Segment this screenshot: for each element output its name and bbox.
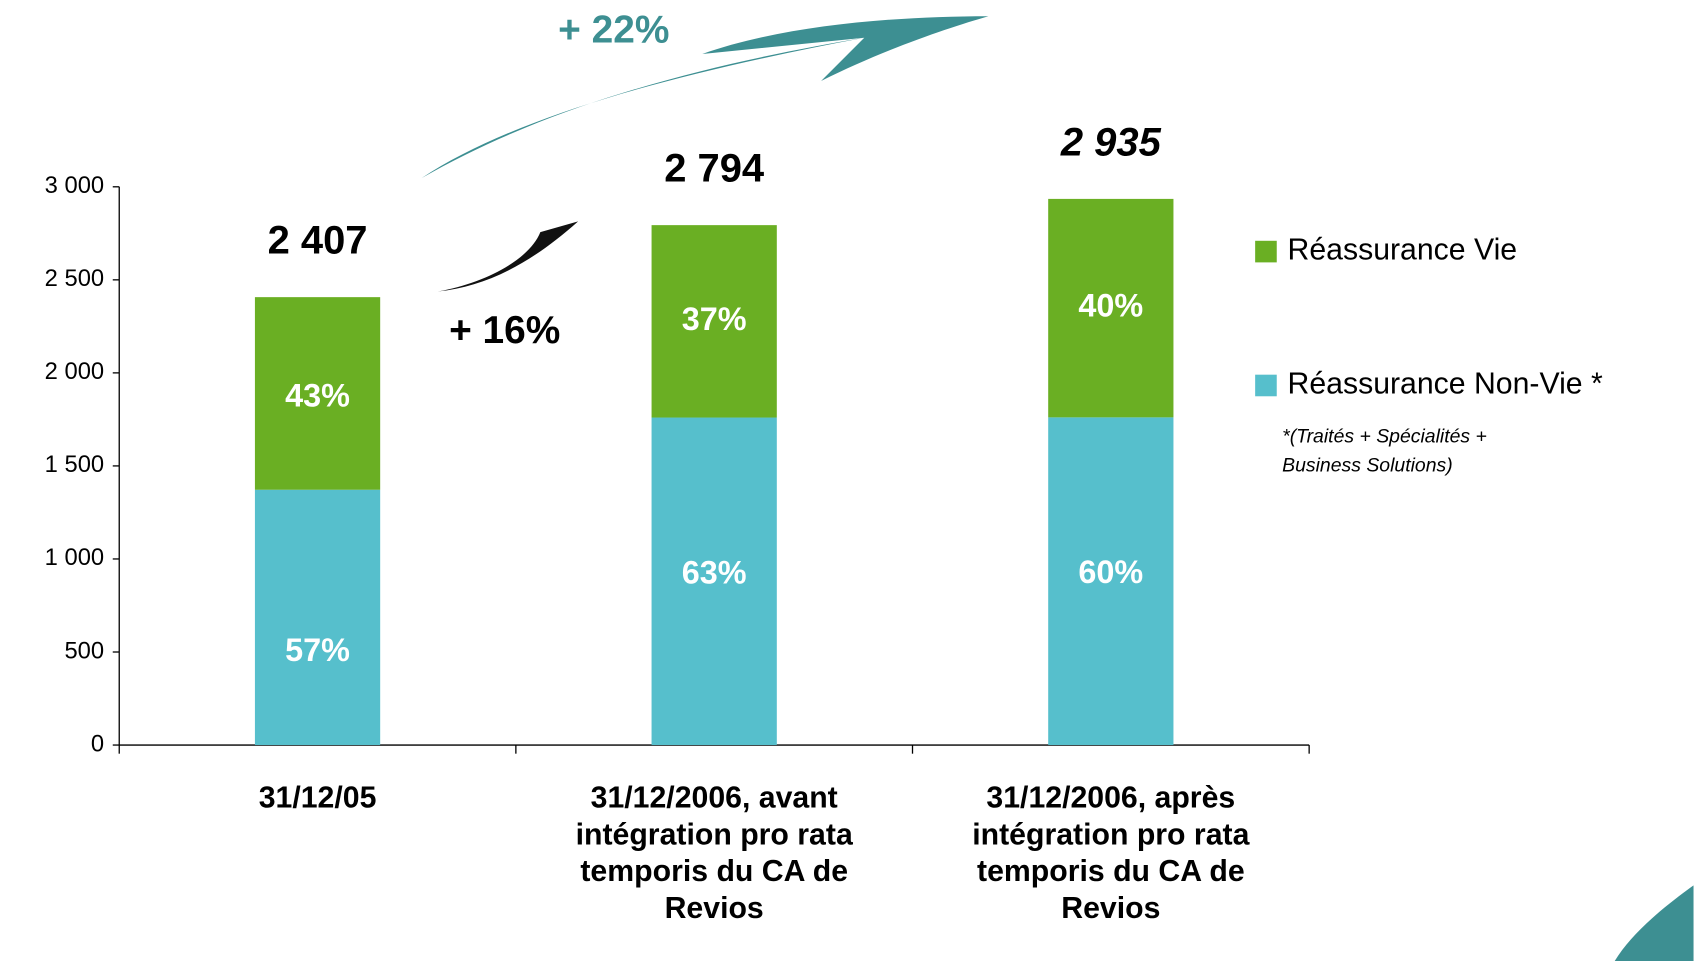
growth-arrow bbox=[438, 221, 578, 291]
x-tick-label-box: 31/12/05 bbox=[123, 780, 512, 961]
data-label: 57% bbox=[285, 632, 350, 668]
bar-segment bbox=[255, 490, 380, 745]
data-label: 43% bbox=[285, 377, 350, 413]
data-label: 60% bbox=[1078, 554, 1143, 590]
data-label: 40% bbox=[1078, 288, 1143, 324]
data-label: 37% bbox=[682, 301, 747, 337]
y-tick-label: 1 500 bbox=[45, 451, 104, 478]
annotation: + 16% bbox=[449, 309, 560, 352]
x-tick-label-box: 31/12/2006, après intégration pro rata t… bbox=[916, 780, 1305, 961]
y-tick-label: 3 000 bbox=[45, 172, 104, 199]
total-label: 2 794 bbox=[664, 147, 764, 191]
y-tick-label: 2 500 bbox=[45, 265, 104, 292]
y-tick-label: 2 000 bbox=[45, 358, 104, 385]
x-tick-label: 31/12/2006, après intégration pro rata t… bbox=[927, 780, 1294, 927]
annotation: + 22% bbox=[558, 9, 669, 52]
total-label: 2 935 bbox=[1060, 120, 1162, 164]
y-tick-label: 1 000 bbox=[45, 544, 104, 571]
legend-swatch bbox=[1255, 241, 1277, 263]
y-tick-label: 500 bbox=[64, 637, 104, 664]
x-tick-label: 31/12/05 bbox=[123, 780, 512, 817]
decoration bbox=[1615, 885, 1694, 961]
legend-swatch bbox=[1255, 375, 1277, 397]
legend-label: Réassurance Vie bbox=[1288, 234, 1518, 267]
data-label: 63% bbox=[682, 554, 747, 590]
y-tick-label: 0 bbox=[91, 730, 104, 757]
legend-note: *(Traités + Spécialités +Business Soluti… bbox=[1282, 425, 1487, 476]
legend-label: Réassurance Non-Vie * bbox=[1288, 367, 1603, 400]
x-tick-label: 31/12/2006, avant intégration pro rata t… bbox=[531, 780, 898, 927]
chart: + 22% + 16% 0 500 1 000 1 500 2 000 2 500 3 00… bbox=[0, 0, 1694, 961]
total-label: 2 407 bbox=[268, 219, 368, 263]
x-tick-label-box: 31/12/2006, avant intégration pro rata t… bbox=[520, 780, 909, 961]
